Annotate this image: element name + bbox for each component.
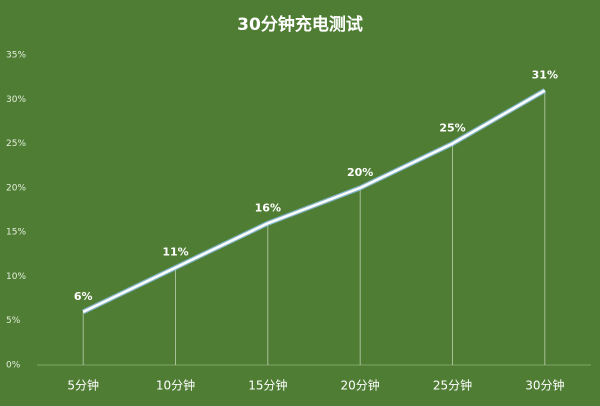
x-tick-label: 30分钟 [525, 378, 564, 393]
data-label: 6% [74, 290, 93, 303]
chart-title: 30分钟充电测试 [237, 14, 363, 35]
y-tick-label: 0% [6, 361, 21, 371]
y-tick-label: 15% [6, 228, 26, 238]
x-tick-label: 15分钟 [248, 378, 287, 393]
y-tick-label: 20% [6, 183, 26, 193]
y-tick-label: 25% [6, 139, 26, 149]
data-label: 31% [532, 68, 558, 81]
line [82, 89, 546, 313]
data-label: 16% [255, 201, 281, 214]
y-tick-label: 5% [6, 316, 21, 326]
data-label: 20% [347, 166, 373, 179]
x-tick-label: 20分钟 [341, 378, 380, 393]
data-label: 11% [162, 246, 188, 259]
x-tick-label: 25分钟 [433, 378, 472, 393]
y-tick-label: 35% [6, 51, 26, 61]
x-tick-label: 5分钟 [67, 378, 99, 393]
data-label: 25% [439, 122, 465, 135]
y-tick-label: 10% [6, 272, 26, 282]
x-tick-label: 10分钟 [156, 378, 195, 393]
y-tick-label: 30% [6, 95, 26, 105]
